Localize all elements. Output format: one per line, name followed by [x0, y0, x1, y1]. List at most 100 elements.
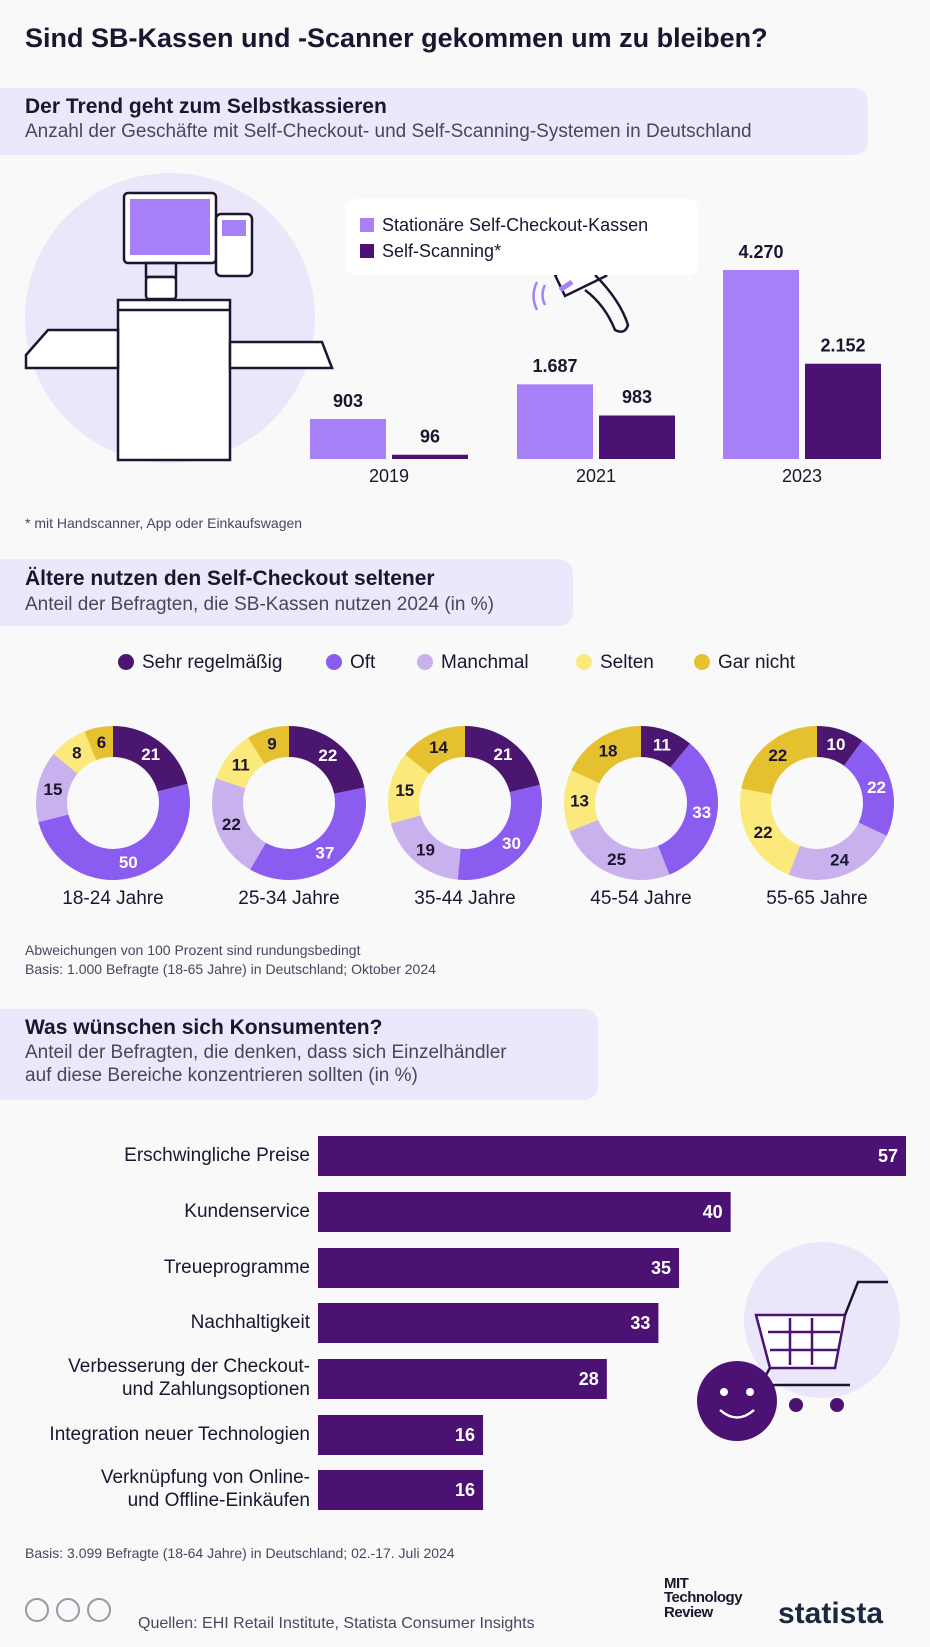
bar: [318, 1359, 607, 1399]
kiosk-illustration: [24, 173, 334, 463]
donut-slice: [38, 783, 190, 880]
donut-slice: [571, 726, 641, 784]
bar: [318, 1415, 484, 1455]
value-label: 24: [830, 851, 849, 870]
value-label: 33: [692, 803, 711, 822]
license-icons: [25, 1598, 111, 1622]
value-label: 57: [878, 1146, 898, 1166]
category-label: Nachhaltigkeit: [190, 1311, 310, 1333]
section-subtitle: Anzahl der Geschäfte mit Self-Checkout- …: [25, 121, 752, 142]
value-label: 21: [141, 745, 160, 764]
value-label: 2.152: [820, 335, 865, 355]
bar: [805, 363, 881, 459]
donut-slice: [788, 822, 887, 880]
value-label: 19: [416, 841, 435, 860]
category-label: Verknüpfung von Online- und Offline-Eink…: [100, 1467, 310, 1511]
bar: [392, 454, 468, 459]
value-label: 9: [267, 734, 276, 753]
value-label: 15: [44, 780, 63, 799]
donut-slice: [388, 754, 430, 824]
donut-slice: [465, 726, 540, 793]
value-label: 30: [502, 834, 521, 853]
donut-slice: [844, 740, 894, 836]
category-label: Verbesserung der Checkout- und Zahlungso…: [68, 1356, 310, 1400]
footnote: * mit Handscanner, App oder Einkaufswage…: [25, 515, 303, 531]
legend-swatch: [694, 654, 710, 670]
bar: [318, 1303, 659, 1343]
legend-swatch: [417, 654, 433, 670]
x-tick-label: 2019: [369, 466, 409, 486]
donut-label: 45-54 Jahre: [590, 888, 691, 909]
note: Basis: 1.000 Befragte (18-65 Jahre) in D…: [25, 961, 436, 977]
donut-slice: [405, 726, 465, 774]
legend-label: Manchmal: [441, 652, 529, 673]
section-title: Ältere nutzen den Self-Checkout seltener: [25, 567, 435, 590]
note: Basis: 3.099 Befragte (18-64 Jahre) in D…: [25, 1545, 455, 1561]
value-label: 22: [754, 823, 773, 842]
section-title: Was wünschen sich Konsumenten?: [25, 1016, 383, 1039]
value-label: 10: [827, 735, 846, 754]
bar: [517, 384, 593, 459]
legend-label: Gar nicht: [718, 652, 796, 673]
category-label: Treueprogramme: [163, 1256, 310, 1278]
bar: [723, 270, 799, 459]
value-label: 4.270: [738, 242, 783, 262]
value-label: 18: [599, 742, 618, 761]
donut-slice: [84, 726, 113, 761]
donut-slice: [53, 731, 97, 774]
value-label: 6: [97, 733, 106, 752]
bar: [318, 1248, 680, 1288]
note: Abweichungen von 100 Prozent sind rundun…: [25, 942, 361, 958]
donut-slice: [113, 726, 188, 792]
legend-swatch: [360, 218, 374, 232]
donut-slice: [390, 815, 461, 880]
section-subtitle: Anteil der Befragten, die denken, dass s…: [25, 1042, 507, 1086]
legend-label: Selten: [600, 652, 654, 673]
value-label: 15: [395, 781, 414, 800]
bar: [318, 1470, 484, 1510]
category-label: Erschwingliche Preise: [124, 1144, 310, 1166]
donut-label: 35-44 Jahre: [414, 888, 515, 909]
donut-slice: [216, 737, 265, 789]
value-label: 11: [232, 755, 250, 774]
donut-slice: [740, 788, 801, 875]
value-label: 35: [651, 1258, 671, 1278]
legend-label: Stationäre Self-Checkout-Kassen: [382, 215, 648, 235]
bar: [318, 1192, 731, 1232]
sources: Quellen: EHI Retail Institute, Statista …: [138, 1615, 535, 1632]
value-label: 37: [315, 843, 334, 862]
donut-slice: [741, 726, 817, 795]
donut-slice: [564, 770, 600, 832]
legend-swatch: [360, 244, 374, 258]
value-label: 25: [607, 850, 626, 869]
value-label: 14: [429, 738, 448, 757]
value-label: 21: [494, 745, 513, 764]
header-box: [0, 1009, 598, 1100]
donut-slice: [250, 787, 367, 880]
donut-label: 25-34 Jahre: [238, 888, 339, 909]
bar: [599, 415, 675, 459]
logo: MIT Technology Review: [664, 1575, 743, 1621]
donut-slice: [248, 726, 289, 765]
header-box: [0, 559, 573, 626]
legend-label: Self-Scanning*: [382, 241, 501, 261]
donut-slice: [641, 726, 691, 768]
value-label: 96: [420, 427, 440, 447]
donut-slice: [657, 743, 718, 875]
value-label: 16: [455, 1480, 475, 1500]
value-label: 50: [119, 853, 138, 872]
value-label: 33: [630, 1313, 650, 1333]
value-label: 1.687: [532, 356, 577, 376]
x-tick-label: 2021: [576, 466, 616, 486]
category-label: Integration neuer Technologien: [49, 1423, 310, 1445]
bar: [310, 419, 386, 459]
donut-slice: [36, 753, 78, 823]
value-label: 28: [579, 1369, 599, 1389]
bar: [318, 1136, 906, 1176]
legend-label: Sehr regelmäßig: [142, 652, 282, 673]
legend-label: Oft: [350, 652, 376, 673]
donut-slice: [457, 784, 542, 881]
donut-slice: [289, 726, 365, 794]
